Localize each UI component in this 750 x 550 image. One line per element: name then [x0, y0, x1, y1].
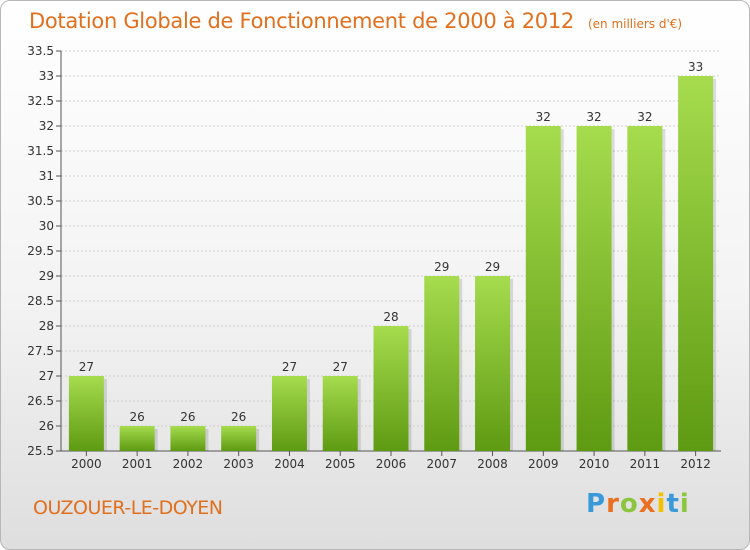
y-tick-label: 30.5 [27, 194, 54, 208]
y-tick-label: 28.5 [27, 294, 54, 308]
logo-letter: P [586, 489, 607, 519]
x-tick-label: 2009 [528, 457, 559, 471]
y-tick-label: 29 [39, 269, 54, 283]
y-tick-label: 33 [39, 69, 54, 83]
y-tick-label: 25.5 [27, 444, 54, 458]
bar [221, 426, 257, 451]
y-tick-label: 30 [39, 219, 54, 233]
bar-value-label: 29 [434, 260, 449, 274]
bar-value-label: 27 [79, 360, 94, 374]
labels: 25.5 26 26.5 27 27.5 28 28.5 29 29.5 30 30.5 31 31.5… [27, 44, 711, 471]
bar [271, 376, 307, 451]
chart-subtitle: (en milliers d'€) [587, 17, 683, 31]
bar [525, 126, 561, 451]
bar [475, 276, 511, 451]
bar [576, 126, 612, 451]
y-tick-label: 29.5 [27, 244, 54, 258]
bar-value-label: 33 [688, 60, 703, 74]
logo-letter: x [638, 489, 657, 519]
y-tick-label: 32.5 [27, 94, 54, 108]
bar-value-label: 32 [536, 110, 551, 124]
x-tick-label: 2011 [630, 457, 661, 471]
bar [322, 376, 358, 451]
bar [678, 76, 714, 451]
bar-value-label: 26 [231, 410, 246, 424]
bar-value-label: 27 [333, 360, 348, 374]
x-tick-label: 2005 [325, 457, 356, 471]
y-tick-label: 33.5 [27, 44, 54, 58]
bar-value-label: 32 [637, 110, 652, 124]
logo-letter: r [606, 489, 620, 519]
bars [68, 76, 717, 451]
x-tick-label: 2002 [173, 457, 204, 471]
bar-value-label: 26 [180, 410, 195, 424]
x-tick-label: 2010 [579, 457, 610, 471]
x-tick-label: 2012 [680, 457, 711, 471]
logo-letter: i [679, 489, 690, 519]
y-tick-label: 32 [39, 119, 54, 133]
bar-value-label: 28 [383, 310, 398, 324]
bar-value-label: 27 [282, 360, 297, 374]
x-tick-label: 2001 [122, 457, 153, 471]
commune-name: OUZOUER-LE-DOYEN [33, 497, 223, 519]
bar [424, 276, 460, 451]
bar [119, 426, 155, 451]
y-tick-label: 28 [39, 319, 54, 333]
logo-letter: t [666, 489, 680, 519]
bar [68, 376, 104, 451]
y-tick-label: 26 [39, 419, 54, 433]
y-tick-label: 27.5 [27, 344, 54, 358]
x-tick-label: 2004 [274, 457, 305, 471]
bar [170, 426, 206, 451]
bar [373, 326, 409, 451]
bar [627, 126, 663, 451]
logo-letter: o [619, 489, 639, 519]
bar-value-label: 26 [130, 410, 145, 424]
proxiti-logo: Proxiti [586, 489, 690, 519]
x-tick-label: 2007 [426, 457, 457, 471]
x-tick-label: 2008 [477, 457, 508, 471]
y-tick-label: 27 [39, 369, 54, 383]
bar-value-label: 29 [485, 260, 500, 274]
chart-title-text: Dotation Globale de Fonctionnement de 20… [29, 9, 574, 33]
x-tick-label: 2006 [376, 457, 407, 471]
logo-letter: i [656, 489, 667, 519]
y-tick-label: 31 [39, 169, 54, 183]
x-tick-label: 2003 [223, 457, 254, 471]
y-tick-label: 31.5 [27, 144, 54, 158]
y-tick-label: 26.5 [27, 394, 54, 408]
x-tick-label: 2000 [71, 457, 102, 471]
chart-title: Dotation Globale de Fonctionnement de 20… [29, 9, 682, 33]
bar-value-label: 32 [586, 110, 601, 124]
